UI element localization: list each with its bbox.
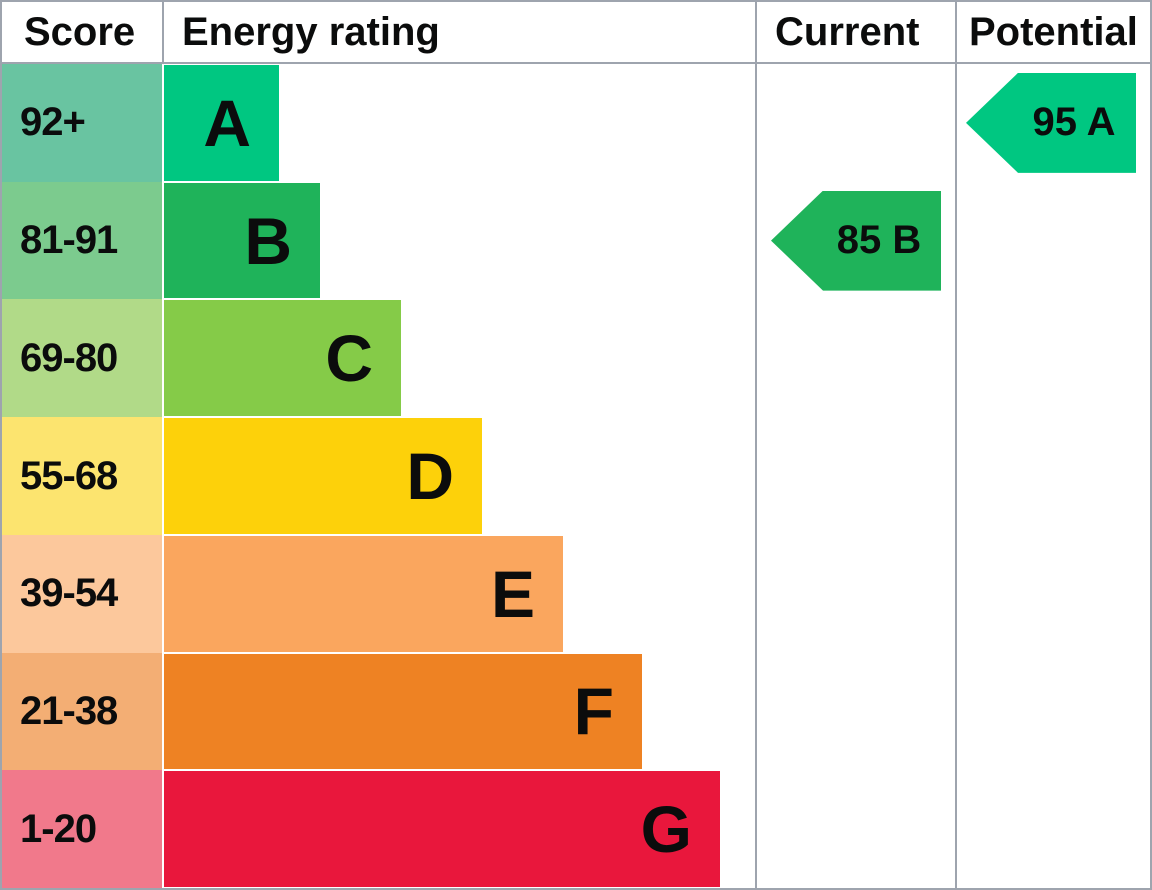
score-range-label: 1-20 <box>2 770 162 889</box>
rating-letter: C <box>325 321 373 396</box>
score-range-label: 81-91 <box>2 181 162 300</box>
band-row-c: 69-80 C <box>2 299 1150 418</box>
current-cell <box>755 64 955 182</box>
header-current: Current <box>755 2 955 62</box>
band-row-b: 81-91 B 85 B <box>2 181 1150 300</box>
band-row-e: 39-54 E <box>2 534 1150 653</box>
band-row-f: 21-38 F <box>2 652 1150 771</box>
current-cell <box>755 534 955 653</box>
bar-area: A <box>162 64 755 182</box>
bar-area: F <box>162 653 755 771</box>
header-potential: Potential <box>955 2 1150 62</box>
score-range-label: 55-68 <box>2 417 162 535</box>
rating-bar-d: D <box>164 418 482 534</box>
potential-cell <box>955 417 1150 535</box>
current-cell <box>755 417 955 535</box>
bar-area: D <box>162 417 755 535</box>
score-range-label: 92+ <box>2 64 162 182</box>
rating-bar-a: A <box>164 65 279 181</box>
bands-container: 92+ A 95 A 81-91 B 85 B 69-80 C 55-68 <box>2 64 1150 889</box>
potential-cell <box>955 299 1150 418</box>
score-range-label: 21-38 <box>2 652 162 771</box>
rating-letter: B <box>244 203 292 278</box>
rating-letter: G <box>640 792 692 867</box>
rating-bar-b: B <box>164 182 320 299</box>
rating-bar-f: F <box>164 653 642 770</box>
rating-letter: F <box>573 674 614 749</box>
bar-area: B <box>162 182 755 300</box>
header-energy-rating: Energy rating <box>162 2 755 62</box>
current-cell <box>755 299 955 418</box>
potential-cell <box>955 770 1150 889</box>
current-cell <box>755 770 955 889</box>
rating-letter: A <box>203 85 251 160</box>
current-cell <box>755 652 955 771</box>
rating-bar-e: E <box>164 535 563 652</box>
potential-rating-arrow: 95 A <box>966 72 1136 173</box>
potential-cell <box>955 181 1150 300</box>
current-rating-label: 85 B <box>836 218 922 263</box>
bar-area: E <box>162 535 755 653</box>
score-range-label: 69-80 <box>2 299 162 418</box>
score-range-label: 39-54 <box>2 534 162 653</box>
band-row-g: 1-20 G <box>2 770 1150 889</box>
bar-area: C <box>162 299 755 417</box>
bar-area: G <box>162 770 755 888</box>
potential-cell <box>955 534 1150 653</box>
current-rating-arrow: 85 B <box>771 190 941 291</box>
header-score: Score <box>24 9 136 54</box>
rating-bar-c: C <box>164 300 401 417</box>
band-row-d: 55-68 D <box>2 417 1150 535</box>
potential-rating-label: 95 A <box>1032 100 1116 145</box>
rating-letter: D <box>406 439 454 514</box>
rating-letter: E <box>490 556 535 631</box>
potential-cell <box>955 652 1150 771</box>
potential-cell: 95 A <box>955 64 1150 182</box>
current-cell: 85 B <box>755 181 955 300</box>
header-row: Score Energy rating Current Potential <box>2 2 1150 64</box>
band-row-a: 92+ A 95 A <box>2 64 1150 182</box>
rating-bar-g: G <box>164 771 720 888</box>
